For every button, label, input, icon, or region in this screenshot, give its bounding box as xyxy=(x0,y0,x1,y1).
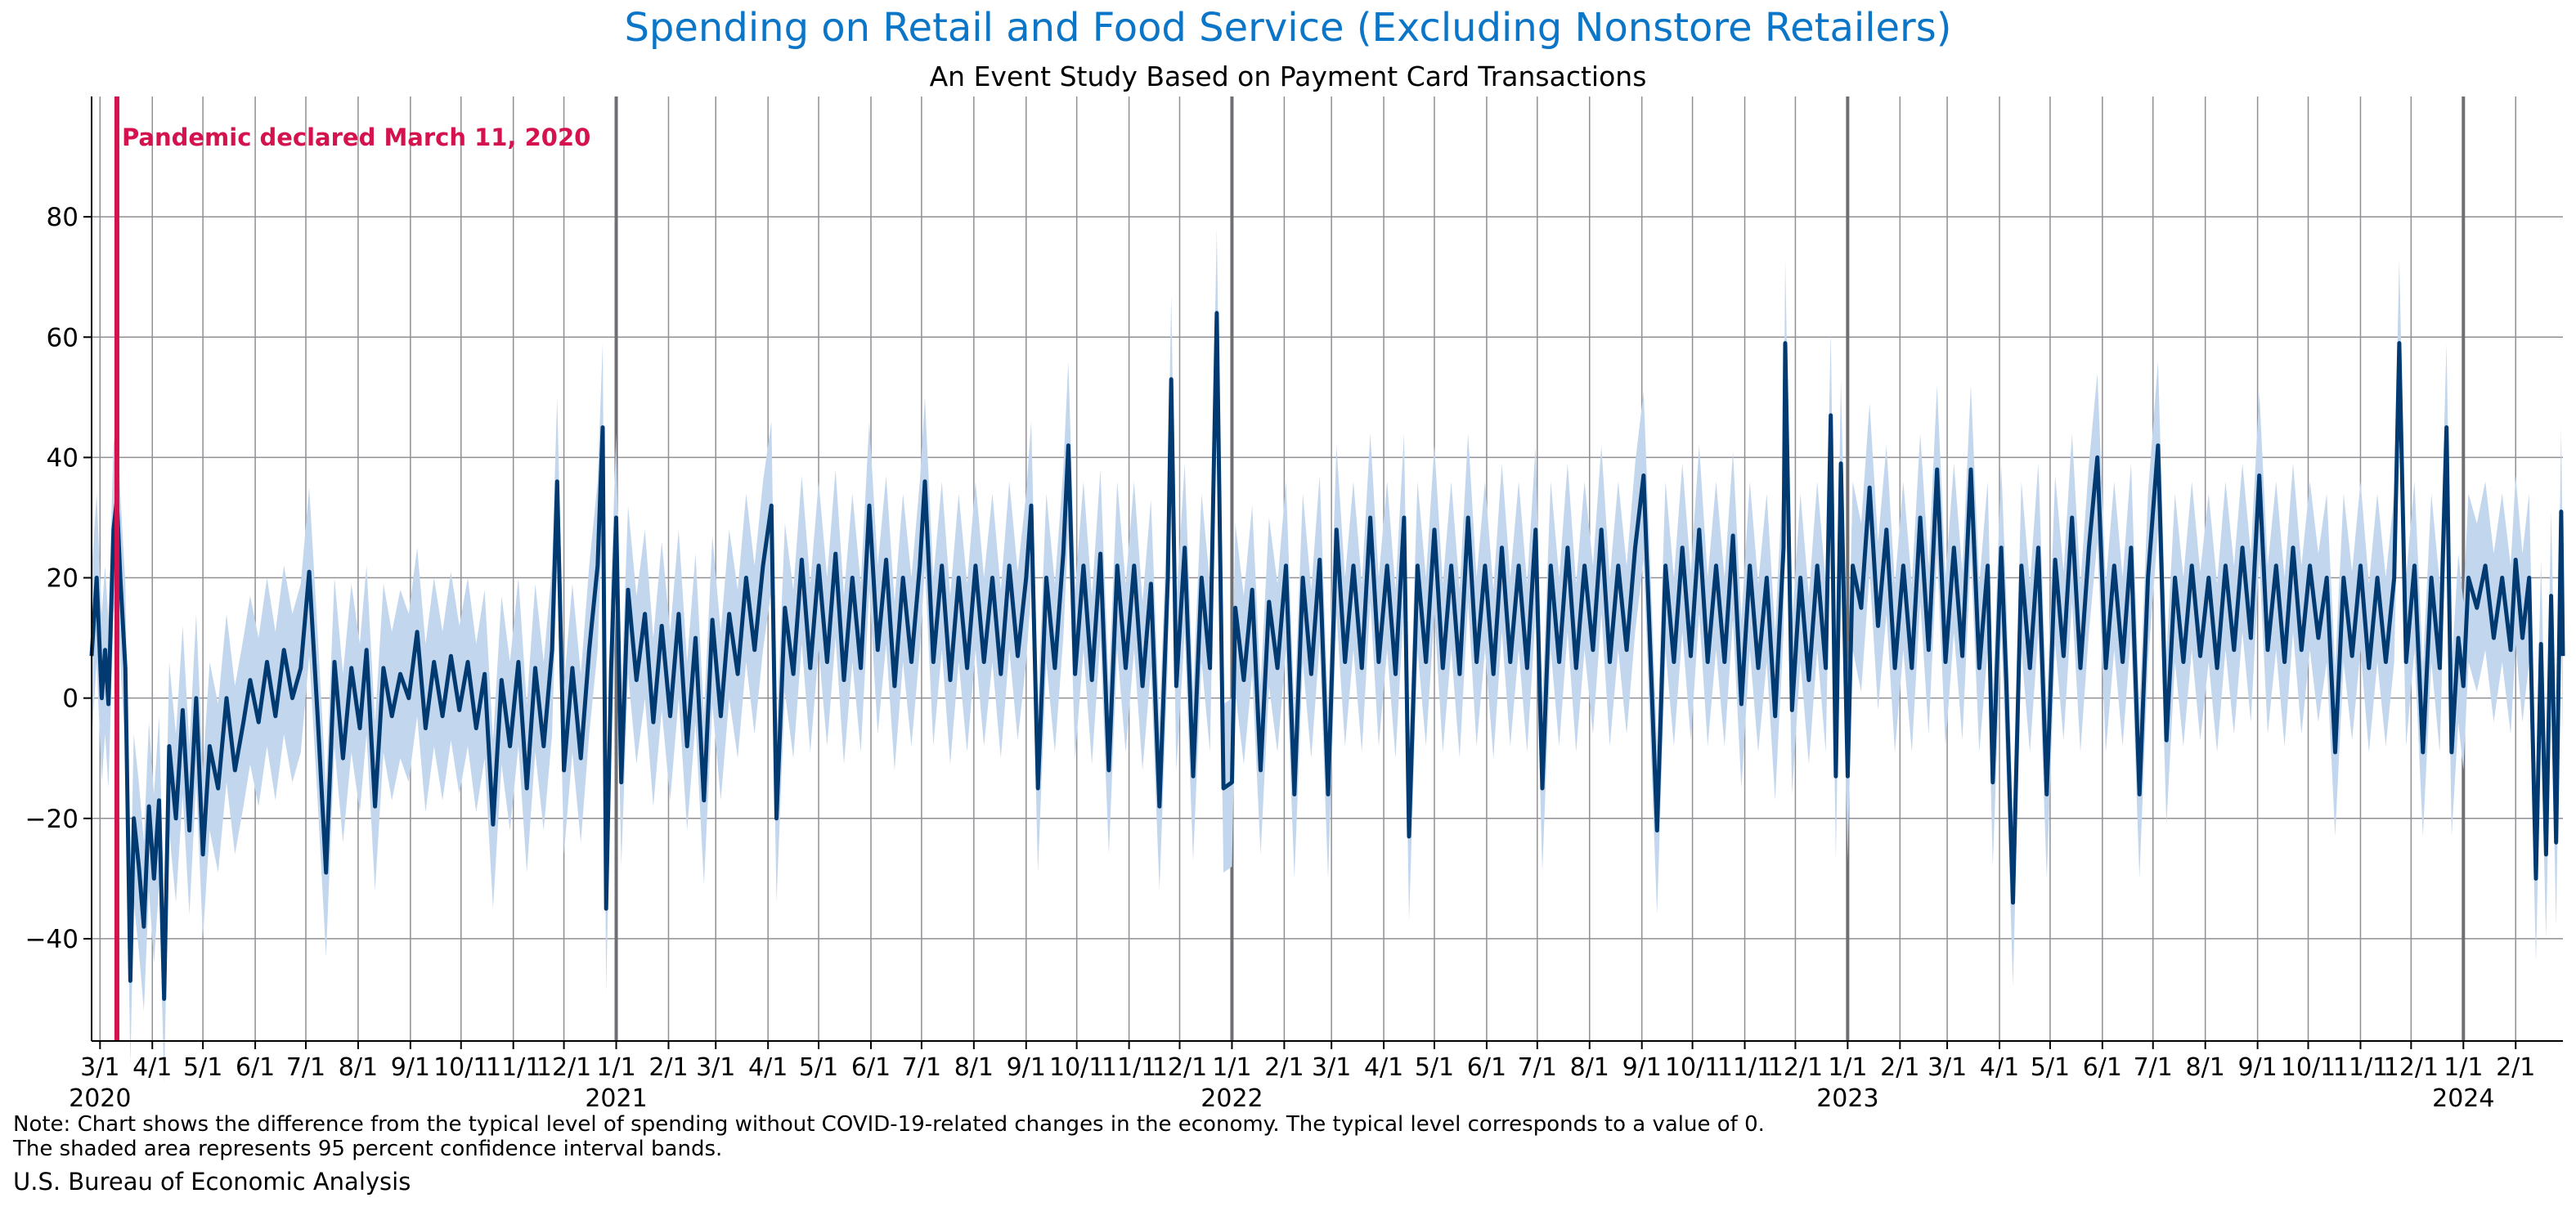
x-tick-label: 10/1 xyxy=(433,1053,488,1082)
x-tick-label: 12/1 xyxy=(536,1053,591,1082)
y-tick-label: 0 xyxy=(62,684,79,714)
x-tick-label: 8/1 xyxy=(954,1053,994,1082)
x-tick-label: 7/1 xyxy=(1518,1053,1557,1082)
x-tick-label: 11/1 xyxy=(2333,1053,2388,1082)
x-tick-label: 3/1 xyxy=(80,1053,119,1082)
x-tick-label: 1/1 xyxy=(1212,1053,1251,1082)
chart-note: Note: Chart shows the difference from th… xyxy=(13,1112,1765,1137)
y-tick-label: 40 xyxy=(47,443,79,473)
x-tick-label: 8/1 xyxy=(339,1053,378,1082)
x-tick-label: 4/1 xyxy=(1364,1053,1403,1082)
x-tick-label: 7/1 xyxy=(286,1053,325,1082)
x-tick-label: 2/1 xyxy=(1264,1053,1304,1082)
x-tick-label: 9/1 xyxy=(1007,1053,1046,1082)
x-tick-label: 5/1 xyxy=(183,1053,222,1082)
x-tick-label: 6/1 xyxy=(851,1053,891,1082)
x-tick-label: 7/1 xyxy=(902,1053,941,1082)
x-tick-label: 11/1 xyxy=(486,1053,541,1082)
x-tick-label: 4/1 xyxy=(1980,1053,2019,1082)
confidence-band xyxy=(92,228,2563,1084)
x-tick-label: 5/1 xyxy=(799,1053,838,1082)
chart-subtitle: An Event Study Based on Payment Card Tra… xyxy=(929,61,1647,92)
x-tick-label: 1/1 xyxy=(596,1053,635,1082)
y-tick-label: −20 xyxy=(25,805,79,834)
x-tick-label: 3/1 xyxy=(1928,1053,1967,1082)
x-tick-label: 5/1 xyxy=(1415,1053,1454,1082)
pandemic-annotation: Pandemic declared March 11, 2020 xyxy=(122,123,590,151)
x-tick-label: 12/1 xyxy=(1768,1053,1823,1082)
x-tick-label: 7/1 xyxy=(2134,1053,2173,1082)
year-label: 2022 xyxy=(1200,1084,1263,1113)
x-tick-label: 12/1 xyxy=(2384,1053,2439,1082)
x-tick-label: 8/1 xyxy=(1570,1053,1609,1082)
y-tick-label: 20 xyxy=(47,564,79,594)
grid-lines xyxy=(92,96,2563,1041)
x-tick-label: 8/1 xyxy=(2186,1053,2225,1082)
confidence-band-area xyxy=(92,228,2563,1084)
x-tick-label: 3/1 xyxy=(1312,1053,1351,1082)
x-tick-label: 9/1 xyxy=(2237,1053,2277,1082)
y-tick-label: 60 xyxy=(47,323,79,352)
axes xyxy=(83,96,2563,1049)
x-tick-label: 3/1 xyxy=(696,1053,735,1082)
year-label: 2021 xyxy=(585,1084,647,1113)
x-tick-label: 2/1 xyxy=(648,1053,688,1082)
year-label: 2023 xyxy=(1816,1084,1878,1113)
x-tick-label: 10/1 xyxy=(1049,1053,1104,1082)
x-tick-label: 11/1 xyxy=(1717,1053,1772,1082)
x-tick-label: 6/1 xyxy=(1467,1053,1506,1082)
year-label: 2020 xyxy=(69,1084,131,1113)
x-tick-label: 4/1 xyxy=(132,1053,172,1082)
event-marker: Pandemic declared March 11, 2020 xyxy=(114,96,590,1041)
source-credit: U.S. Bureau of Economic Analysis xyxy=(13,1168,411,1196)
x-tick-label: 6/1 xyxy=(236,1053,275,1082)
spending-line xyxy=(89,311,2565,1001)
x-tick-label: 12/1 xyxy=(1152,1053,1207,1082)
x-tick-label: 9/1 xyxy=(391,1053,430,1082)
x-tick-label: 1/1 xyxy=(2444,1053,2483,1082)
x-tick-label: 1/1 xyxy=(1828,1053,1867,1082)
y-tick-label: 80 xyxy=(47,203,79,232)
x-tick-label: 2/1 xyxy=(2496,1053,2535,1082)
y-tick-label: −40 xyxy=(25,925,79,954)
x-tick-label: 9/1 xyxy=(1622,1053,1662,1082)
x-tick-label: 2/1 xyxy=(1880,1053,1919,1082)
series-lines xyxy=(89,311,2565,1001)
year-label: 2024 xyxy=(2432,1084,2494,1113)
x-tick-label: 6/1 xyxy=(2083,1053,2122,1082)
x-tick-label: 10/1 xyxy=(2281,1053,2336,1082)
chart-title: Spending on Retail and Food Service (Exc… xyxy=(624,5,1952,51)
x-tick-label: 10/1 xyxy=(1665,1053,1720,1082)
chart-note-band: The shaded area represents 95 percent co… xyxy=(13,1137,723,1161)
x-tick-label: 4/1 xyxy=(748,1053,788,1082)
x-tick-label: 5/1 xyxy=(2031,1053,2070,1082)
x-tick-label: 11/1 xyxy=(1102,1053,1156,1082)
